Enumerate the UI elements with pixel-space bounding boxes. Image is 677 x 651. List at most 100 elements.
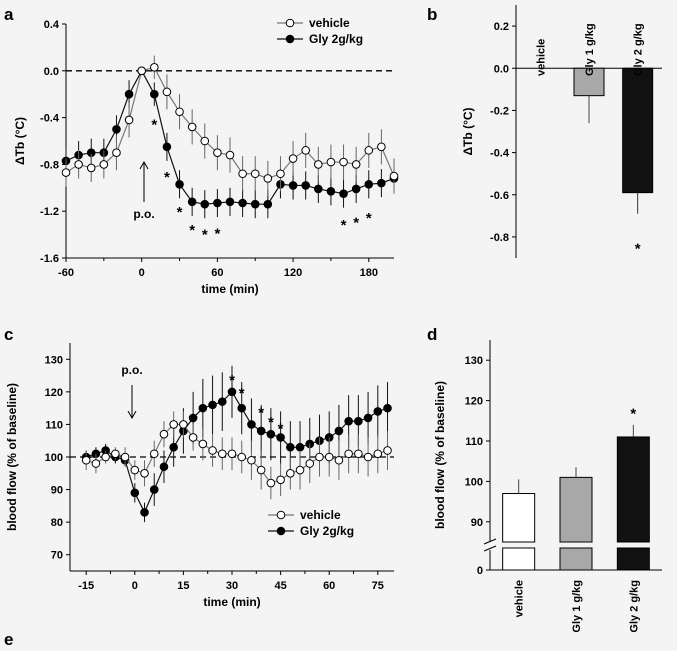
data-point [256, 465, 266, 475]
data-point [354, 449, 363, 459]
data-point [363, 452, 373, 462]
data-point [344, 416, 353, 426]
significance-star: * [258, 404, 264, 421]
data-point [112, 125, 121, 134]
data-point [383, 446, 392, 455]
y-tick-label: 120 [45, 387, 63, 399]
bar [622, 67, 654, 194]
data-point [295, 465, 305, 475]
legend-marker [276, 510, 286, 520]
significance-star: * [635, 240, 641, 257]
data-point [81, 455, 91, 465]
x-tick-label: 30 [226, 580, 238, 592]
significance-star: * [239, 385, 245, 402]
y-axis-label: ΔTb (°C) [13, 117, 27, 165]
data-point [150, 89, 159, 99]
legend-marker [285, 18, 295, 28]
y-tick-label: -0.4 [490, 148, 510, 160]
data-point [263, 199, 273, 209]
data-point [286, 442, 295, 452]
data-point [301, 146, 310, 155]
data-point [120, 452, 130, 462]
data-point [162, 142, 172, 152]
data-point [324, 452, 334, 462]
data-point [250, 169, 260, 179]
arrow-label: p.o. [133, 207, 154, 221]
data-point [217, 397, 227, 406]
data-point [208, 446, 217, 455]
data-point [86, 163, 96, 173]
arrow-head [127, 410, 137, 420]
data-point [339, 189, 348, 198]
data-point [150, 62, 159, 72]
bar-lower-segment [559, 547, 593, 571]
data-point [159, 429, 169, 439]
bar [502, 493, 536, 543]
category-label: Gly 1 g/kg [571, 580, 583, 633]
arrow-head [139, 160, 149, 170]
data-point [200, 199, 210, 209]
x-axis-label: time (min) [203, 595, 260, 609]
chart-a: 0.4 0.0 -0.4 -0.8 -1.2 -1.6 -60 0 60 120 180 time (… [13, 16, 399, 296]
data-point [213, 198, 222, 208]
data-point [208, 400, 217, 410]
data-point [124, 89, 134, 99]
x-tick-label: 0 [139, 267, 145, 279]
data-point [101, 452, 110, 462]
data-point [188, 433, 198, 442]
data-point [363, 413, 373, 423]
x-tick-label: 0 [132, 580, 138, 592]
data-point [286, 468, 295, 478]
legend-marker [285, 34, 295, 44]
data-point [200, 136, 210, 146]
data-point [326, 187, 336, 196]
data-point [238, 169, 247, 179]
x-tick-label: 15 [177, 580, 189, 592]
bar-lower-segment [502, 547, 536, 571]
data-point [217, 449, 227, 459]
data-point [250, 199, 260, 209]
y-tick-label: -0.8 [40, 159, 59, 171]
data-point [187, 197, 197, 207]
data-point [354, 416, 363, 426]
data-point [74, 160, 83, 169]
data-point [344, 449, 353, 459]
data-point [276, 169, 285, 179]
data-point [377, 142, 386, 152]
y-tick-label: -0.4 [40, 113, 60, 125]
legend-label: vehicle [300, 508, 341, 522]
y-tick-label: 130 [465, 355, 483, 367]
y-axis-label: blood flow (% of baseline) [5, 383, 19, 531]
y-tick-label: 120 [465, 396, 483, 408]
data-point [383, 403, 392, 413]
significance-star: * [341, 217, 347, 234]
x-tick-label: 45 [274, 580, 286, 592]
data-point [237, 403, 247, 413]
data-point [247, 420, 256, 429]
data-point [314, 160, 323, 169]
data-point [137, 66, 146, 76]
data-point [187, 122, 197, 132]
data-point [301, 181, 310, 190]
data-point [276, 433, 285, 442]
legend-label: Gly 2g/kg [309, 32, 363, 46]
data-point [91, 459, 101, 468]
significance-star: * [268, 414, 274, 431]
data-point [227, 449, 237, 459]
panel-letter-d: d [427, 325, 437, 344]
data-point [339, 157, 348, 167]
data-point [237, 452, 247, 462]
y-tick-label: 100 [45, 452, 63, 464]
y-tick-label: 100 [465, 476, 483, 488]
data-point [288, 181, 298, 190]
y-tick-label: 0.2 [494, 21, 509, 33]
y-tick-label: 70 [51, 550, 63, 562]
data-point [111, 449, 120, 459]
data-point [188, 413, 198, 423]
category-label: vehicle [514, 580, 526, 617]
data-point [130, 465, 140, 475]
data-point [351, 184, 361, 194]
chart-d: 90 100 110 120 130 0 blood flow (% of baseline… [433, 340, 662, 633]
panel-letter-e: e [4, 630, 13, 649]
